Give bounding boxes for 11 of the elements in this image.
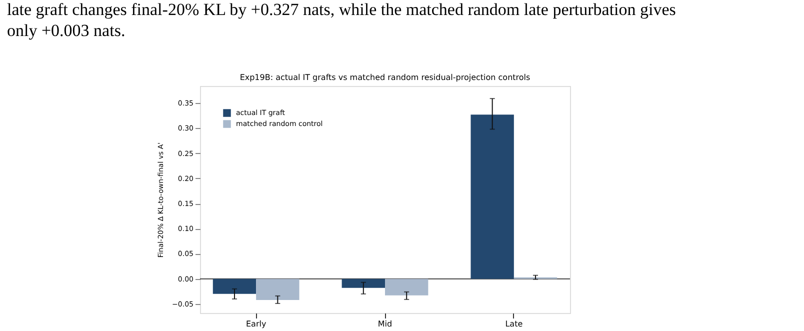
bar <box>342 278 385 288</box>
text: late graft changes final-20% KL by +0.327 nats, while the matched random late perturbation gives <box>7 0 676 19</box>
bar <box>385 278 428 296</box>
text: only +0.003 nats. <box>7 21 126 40</box>
x-tick-label: Late <box>505 320 523 328</box>
bar <box>256 278 300 300</box>
chart-title: Exp19B: actual IT grafts vs matched random residual-projection controls <box>240 73 530 82</box>
bar <box>212 278 256 294</box>
bar <box>470 114 514 279</box>
x-tick-label: Early <box>246 320 266 328</box>
x-tick-label: Mid <box>378 320 392 328</box>
